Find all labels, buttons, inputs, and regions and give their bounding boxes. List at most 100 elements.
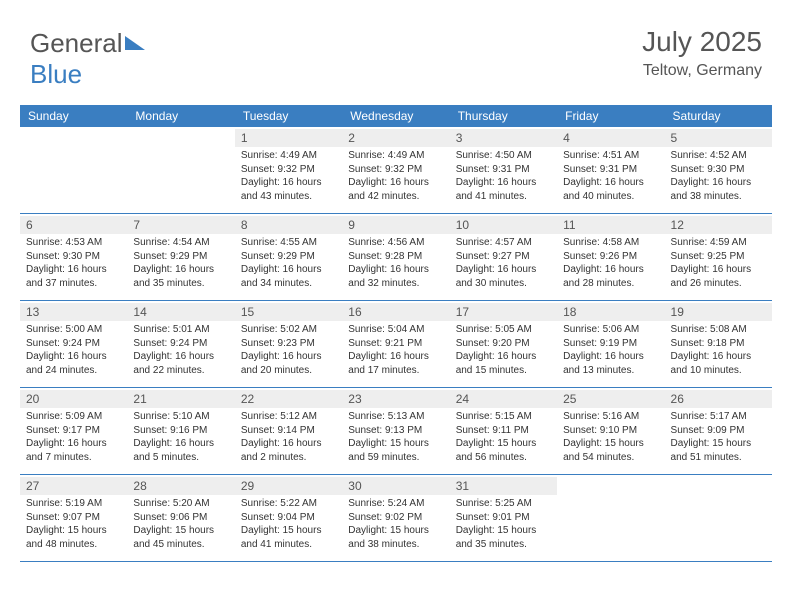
day-cell: 29Sunrise: 5:22 AMSunset: 9:04 PMDayligh… <box>235 475 342 561</box>
sunrise-line: Sunrise: 5:04 AM <box>348 323 443 337</box>
day-body: Sunrise: 5:17 AMSunset: 9:09 PMDaylight:… <box>671 410 766 464</box>
day-cell: 8Sunrise: 4:55 AMSunset: 9:29 PMDaylight… <box>235 214 342 300</box>
day-cell: 6Sunrise: 4:53 AMSunset: 9:30 PMDaylight… <box>20 214 127 300</box>
sunrise-line: Sunrise: 4:58 AM <box>563 236 658 250</box>
day-number: 20 <box>20 390 127 408</box>
sunset-line: Sunset: 9:31 PM <box>456 163 551 177</box>
sunset-line: Sunset: 9:04 PM <box>241 511 336 525</box>
sunset-line: Sunset: 9:24 PM <box>133 337 228 351</box>
daylight-line: Daylight: 16 hours and 7 minutes. <box>26 437 121 464</box>
daylight-line: Daylight: 15 hours and 45 minutes. <box>133 524 228 551</box>
sunset-line: Sunset: 9:32 PM <box>348 163 443 177</box>
sunrise-line: Sunrise: 5:15 AM <box>456 410 551 424</box>
day-number <box>127 129 234 147</box>
day-cell: 16Sunrise: 5:04 AMSunset: 9:21 PMDayligh… <box>342 301 449 387</box>
day-body: Sunrise: 5:22 AMSunset: 9:04 PMDaylight:… <box>241 497 336 551</box>
day-number: 22 <box>235 390 342 408</box>
sunset-line: Sunset: 9:16 PM <box>133 424 228 438</box>
daylight-line: Daylight: 16 hours and 10 minutes. <box>671 350 766 377</box>
sunset-line: Sunset: 9:01 PM <box>456 511 551 525</box>
location: Teltow, Germany <box>642 62 762 80</box>
daylight-line: Daylight: 16 hours and 40 minutes. <box>563 176 658 203</box>
daylight-line: Daylight: 15 hours and 41 minutes. <box>241 524 336 551</box>
sunset-line: Sunset: 9:29 PM <box>133 250 228 264</box>
day-body: Sunrise: 4:54 AMSunset: 9:29 PMDaylight:… <box>133 236 228 290</box>
daylight-line: Daylight: 16 hours and 13 minutes. <box>563 350 658 377</box>
day-body: Sunrise: 5:09 AMSunset: 9:17 PMDaylight:… <box>26 410 121 464</box>
day-cell: 4 Sunrise: 4:51 AMSunset: 9:31 PMDaylight… <box>557 127 664 213</box>
day-number: 10 <box>450 216 557 234</box>
daylight-line: Daylight: 16 hours and 22 minutes. <box>133 350 228 377</box>
sunset-line: Sunset: 9:29 PM <box>241 250 336 264</box>
logo-triangle-icon <box>125 36 145 50</box>
sunrise-line: Sunrise: 5:02 AM <box>241 323 336 337</box>
sunrise-line: Sunrise: 5:20 AM <box>133 497 228 511</box>
daylight-line: Daylight: 16 hours and 15 minutes. <box>456 350 551 377</box>
day-cell: 31Sunrise: 5:25 AMSunset: 9:01 PMDayligh… <box>450 475 557 561</box>
sunrise-line: Sunrise: 5:00 AM <box>26 323 121 337</box>
day-body: Sunrise: 5:06 AMSunset: 9:19 PMDaylight:… <box>563 323 658 377</box>
sunset-line: Sunset: 9:20 PM <box>456 337 551 351</box>
daylight-line: Daylight: 16 hours and 30 minutes. <box>456 263 551 290</box>
sunset-line: Sunset: 9:02 PM <box>348 511 443 525</box>
sunset-line: Sunset: 9:28 PM <box>348 250 443 264</box>
day-body: Sunrise: 5:00 AMSunset: 9:24 PMDaylight:… <box>26 323 121 377</box>
sunset-line: Sunset: 9:23 PM <box>241 337 336 351</box>
day-cell: 7Sunrise: 4:54 AMSunset: 9:29 PMDaylight… <box>127 214 234 300</box>
sunrise-line: Sunrise: 5:08 AM <box>671 323 766 337</box>
sunrise-line: Sunrise: 5:12 AM <box>241 410 336 424</box>
daylight-line: Daylight: 15 hours and 51 minutes. <box>671 437 766 464</box>
day-number: 3 <box>450 129 557 147</box>
day-body: Sunrise: 4:49 AMSunset: 9:32 PMDaylight:… <box>348 149 443 203</box>
sunrise-line: Sunrise: 4:49 AM <box>241 149 336 163</box>
daylight-line: Daylight: 16 hours and 5 minutes. <box>133 437 228 464</box>
day-header: Wednesday <box>342 105 449 127</box>
sunrise-line: Sunrise: 5:05 AM <box>456 323 551 337</box>
sunrise-line: Sunrise: 4:54 AM <box>133 236 228 250</box>
daylight-line: Daylight: 16 hours and 41 minutes. <box>456 176 551 203</box>
day-number: 28 <box>127 477 234 495</box>
sunset-line: Sunset: 9:06 PM <box>133 511 228 525</box>
sunset-line: Sunset: 9:13 PM <box>348 424 443 438</box>
day-header: Saturday <box>665 105 772 127</box>
daylight-line: Daylight: 16 hours and 35 minutes. <box>133 263 228 290</box>
day-body: Sunrise: 5:12 AMSunset: 9:14 PMDaylight:… <box>241 410 336 464</box>
sunset-line: Sunset: 9:19 PM <box>563 337 658 351</box>
day-number: 6 <box>20 216 127 234</box>
sunrise-line: Sunrise: 4:55 AM <box>241 236 336 250</box>
daylight-line: Daylight: 15 hours and 35 minutes. <box>456 524 551 551</box>
day-body: Sunrise: 4:51 AMSunset: 9:31 PMDaylight:… <box>563 149 658 203</box>
day-number: 23 <box>342 390 449 408</box>
day-number: 2 <box>342 129 449 147</box>
day-cell <box>127 127 234 213</box>
day-number: 1 <box>235 129 342 147</box>
sunrise-line: Sunrise: 5:22 AM <box>241 497 336 511</box>
sunrise-line: Sunrise: 5:01 AM <box>133 323 228 337</box>
day-number: 9 <box>342 216 449 234</box>
sunrise-line: Sunrise: 5:10 AM <box>133 410 228 424</box>
week-row: 13Sunrise: 5:00 AMSunset: 9:24 PMDayligh… <box>20 301 772 388</box>
day-cell <box>557 475 664 561</box>
sunrise-line: Sunrise: 4:51 AM <box>563 149 658 163</box>
sunset-line: Sunset: 9:24 PM <box>26 337 121 351</box>
day-number: 25 <box>557 390 664 408</box>
day-cell: 27Sunrise: 5:19 AMSunset: 9:07 PMDayligh… <box>20 475 127 561</box>
day-body: Sunrise: 4:58 AMSunset: 9:26 PMDaylight:… <box>563 236 658 290</box>
day-body: Sunrise: 4:57 AMSunset: 9:27 PMDaylight:… <box>456 236 551 290</box>
day-number: 4 <box>557 129 664 147</box>
sunrise-line: Sunrise: 4:57 AM <box>456 236 551 250</box>
week-row: 27Sunrise: 5:19 AMSunset: 9:07 PMDayligh… <box>20 475 772 562</box>
day-cell: 14Sunrise: 5:01 AMSunset: 9:24 PMDayligh… <box>127 301 234 387</box>
daylight-line: Daylight: 16 hours and 43 minutes. <box>241 176 336 203</box>
sunrise-line: Sunrise: 5:13 AM <box>348 410 443 424</box>
day-number <box>557 477 664 495</box>
day-cell: 23Sunrise: 5:13 AMSunset: 9:13 PMDayligh… <box>342 388 449 474</box>
day-body: Sunrise: 4:55 AMSunset: 9:29 PMDaylight:… <box>241 236 336 290</box>
day-body: Sunrise: 5:25 AMSunset: 9:01 PMDaylight:… <box>456 497 551 551</box>
sunrise-line: Sunrise: 4:50 AM <box>456 149 551 163</box>
sunset-line: Sunset: 9:30 PM <box>26 250 121 264</box>
day-cell: 3 Sunrise: 4:50 AMSunset: 9:31 PMDaylight… <box>450 127 557 213</box>
day-body: Sunrise: 5:08 AMSunset: 9:18 PMDaylight:… <box>671 323 766 377</box>
day-body: Sunrise: 5:15 AMSunset: 9:11 PMDaylight:… <box>456 410 551 464</box>
day-cell: 1Sunrise: 4:49 AMSunset: 9:32 PMDaylight… <box>235 127 342 213</box>
